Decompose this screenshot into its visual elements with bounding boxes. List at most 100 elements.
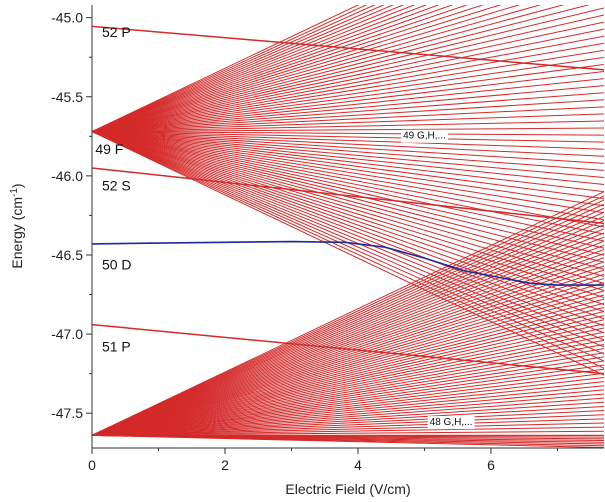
- stark-line: [92, 5, 385, 133]
- x-tick-label: 0: [88, 457, 96, 473]
- stark-line: [92, 302, 604, 436]
- stark-line: [92, 207, 604, 436]
- stark-line: [92, 203, 604, 436]
- stark-line: [92, 21, 604, 133]
- stark-line: [92, 339, 604, 436]
- manifold-label: 48 G,H,...: [430, 417, 473, 428]
- stark-line: [92, 385, 604, 436]
- stark-line: [92, 131, 604, 221]
- state-label: 51 P: [102, 339, 131, 355]
- y-tick-label: -45.5: [51, 89, 83, 105]
- plot-area: [92, 5, 604, 448]
- stark-line: [92, 78, 604, 133]
- stark-line: [92, 92, 604, 133]
- stark-line: [92, 5, 376, 133]
- stark-line: [92, 85, 604, 133]
- state-labels: 52 P 49 F 52 S 50 D 51 P 49 G,H,... 48 G,H,...: [95, 24, 475, 430]
- manifold-fan: [92, 191, 604, 436]
- stark-line: [92, 106, 604, 133]
- stark-line: [92, 290, 604, 436]
- stark-line: [92, 315, 604, 436]
- highlighted-state-line: [92, 240, 604, 286]
- stark-line: [92, 56, 604, 133]
- stark-line: [92, 5, 565, 133]
- stark-line: [92, 401, 604, 436]
- stark-line: [92, 5, 454, 133]
- stark-line: [92, 131, 604, 341]
- stark-line: [92, 5, 440, 133]
- manifold-label-background: [427, 416, 475, 430]
- stark-line: [92, 5, 405, 133]
- x-tick-label: 2: [221, 457, 229, 473]
- stark-line: [92, 410, 604, 436]
- stark-line: [92, 360, 604, 436]
- y-axis-label-text: Energy (cm: [9, 197, 25, 269]
- stark-line: [92, 5, 395, 133]
- stark-line: [92, 257, 604, 436]
- y-axis-label-superscript: -1: [9, 188, 20, 197]
- stark-line: [92, 327, 604, 436]
- stark-line: [92, 348, 604, 436]
- stark-line: [92, 240, 604, 436]
- stark-line: [92, 5, 368, 133]
- stark-line: [92, 405, 604, 436]
- stark-line: [92, 5, 502, 133]
- stark-line: [92, 131, 604, 186]
- stark-line: [92, 113, 604, 133]
- stark-line: [92, 393, 604, 436]
- y-tick-label: -46.0: [51, 168, 83, 184]
- stark-line: [92, 216, 604, 436]
- stark-line: [92, 5, 542, 133]
- stark-line: [92, 377, 604, 436]
- stark-line: [92, 414, 604, 436]
- stark-line: [92, 352, 604, 436]
- stark-line: [92, 236, 604, 436]
- stark-line: [92, 42, 604, 133]
- stark-line: [92, 244, 604, 436]
- stark-line: [92, 7, 604, 133]
- axes: [91, 5, 604, 449]
- stark-line: [92, 343, 604, 436]
- stark-line: [92, 191, 604, 436]
- stark-line: [92, 131, 604, 291]
- stark-line: [92, 282, 604, 436]
- stark-line: [92, 131, 604, 193]
- stark-line: [92, 120, 604, 133]
- state-line: [92, 25, 604, 71]
- stark-line: [92, 331, 604, 436]
- stark-line: [92, 131, 604, 249]
- state-label: 52 P: [102, 24, 131, 40]
- stark-line: [92, 426, 604, 436]
- manifold-label: 49 G,H,...: [403, 131, 446, 142]
- state-label: 52 S: [102, 177, 131, 193]
- stark-line: [92, 127, 604, 133]
- stark-line: [92, 28, 604, 133]
- stark-line: [92, 253, 604, 436]
- stark-line: [92, 228, 604, 436]
- manifold-label-background: [401, 129, 448, 143]
- x-axis-label: Electric Field (V/cm): [285, 481, 410, 497]
- stark-line: [92, 131, 604, 242]
- stark-line: [92, 131, 604, 235]
- stark-line: [92, 5, 428, 133]
- y-tick-label: -46.5: [51, 247, 83, 263]
- stark-line: [92, 389, 604, 436]
- stark-line: [92, 368, 604, 436]
- stark-line: [92, 199, 604, 436]
- stark-line: [92, 131, 604, 256]
- stark-line: [92, 323, 604, 436]
- manifold-fan: [92, 434, 604, 448]
- stark-line: [92, 224, 604, 436]
- stark-line: [92, 306, 604, 436]
- state-line: [92, 323, 604, 375]
- stark-line: [92, 131, 604, 263]
- stark-line: [92, 71, 604, 133]
- stark-line: [92, 310, 604, 436]
- stark-line: [92, 381, 604, 436]
- stark-line: [92, 131, 604, 178]
- stark-line: [92, 14, 604, 133]
- stark-line: [92, 131, 604, 376]
- stark-line: [92, 131, 604, 320]
- stark-line: [92, 372, 604, 436]
